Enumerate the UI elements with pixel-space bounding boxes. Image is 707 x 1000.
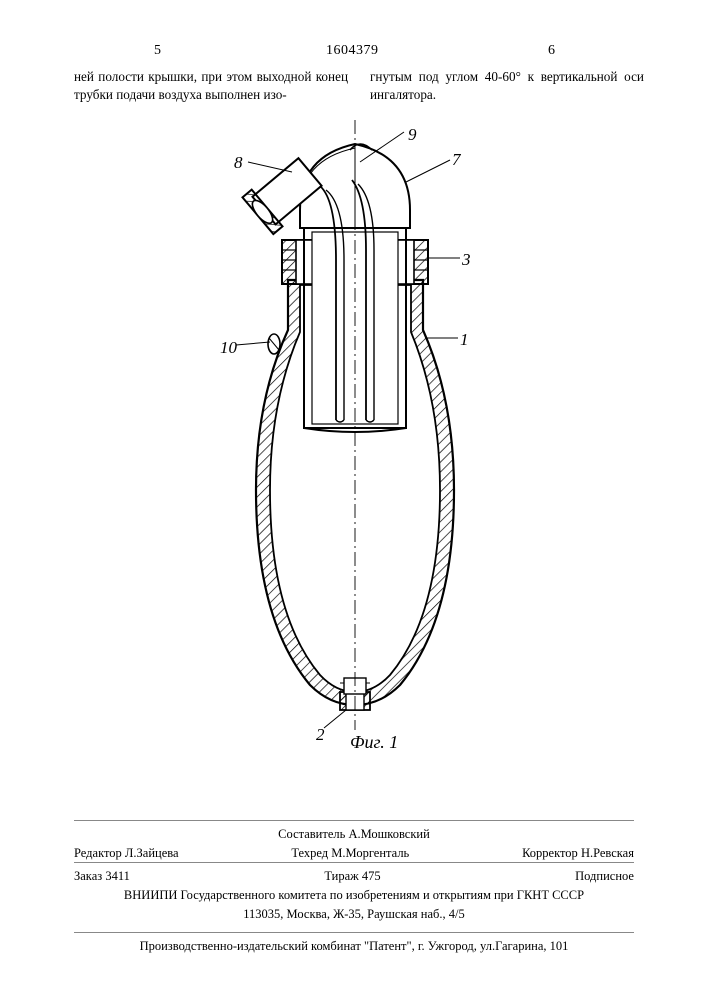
subscription-label: Подписное <box>575 867 634 886</box>
column-number-left: 5 <box>154 43 161 59</box>
tirazh-label: Тираж <box>324 869 358 883</box>
callout-2: 2 <box>316 725 325 745</box>
callout-10: 10 <box>220 338 237 358</box>
column-number-right: 6 <box>548 43 555 59</box>
printer-line: Производственно-издательский комбинат "П… <box>74 932 634 956</box>
techred-label: Техред <box>291 846 328 860</box>
order-label: Заказ <box>74 869 102 883</box>
corrector-label: Корректор <box>522 846 578 860</box>
figure-1: 9 8 7 3 1 10 2 Фиг. 1 <box>0 120 707 770</box>
techred-name: М.Моргенталь <box>331 846 409 860</box>
body-text-left: ней полости крышки, при этом выходной ко… <box>74 68 348 104</box>
callout-1: 1 <box>460 330 469 350</box>
tirazh-value: 475 <box>362 869 381 883</box>
footer-credits: Составитель А.Мошковский Редактор Л.Зайц… <box>74 820 634 863</box>
callout-3: 3 <box>462 250 471 270</box>
callout-8: 8 <box>234 153 243 173</box>
callout-7: 7 <box>452 150 461 170</box>
org-name: ВНИИПИ Государственного комитета по изоб… <box>74 886 634 905</box>
editor-name: Л.Зайцева <box>125 846 179 860</box>
order-number: 3411 <box>105 869 130 883</box>
patent-number: 1604379 <box>326 43 379 59</box>
org-address: 113035, Москва, Ж-35, Раушская наб., 4/5 <box>74 905 634 924</box>
compiler-name: А.Мошковский <box>348 827 429 841</box>
body-text-right: гнутым под углом 40-60° к вертикальной о… <box>370 68 644 104</box>
figure-caption: Фиг. 1 <box>350 732 398 753</box>
callout-9: 9 <box>408 125 417 145</box>
footer-imprint: Заказ 3411 Тираж 475 Подписное ВНИИПИ Го… <box>74 862 634 923</box>
editor-label: Редактор <box>74 846 122 860</box>
compiler-label: Составитель <box>278 827 345 841</box>
corrector-name: Н.Ревская <box>581 846 634 860</box>
